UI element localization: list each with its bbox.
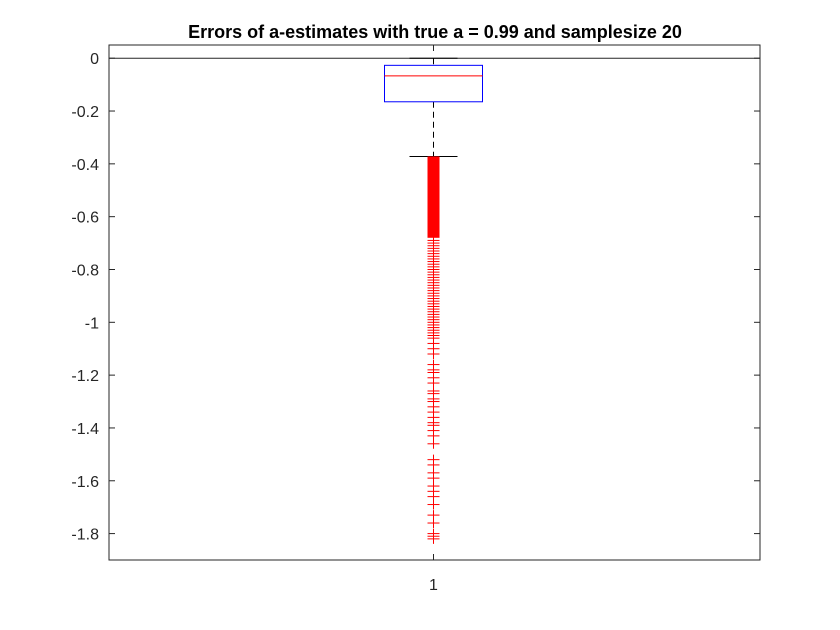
chart-title: Errors of a-estimates with true a = 0.99… — [188, 22, 682, 42]
plot-area — [108, 44, 761, 561]
y-tick-label: -1.8 — [71, 527, 99, 544]
y-tick-label: -1.2 — [71, 368, 99, 385]
iqr-box — [384, 64, 483, 103]
y-tick-label: -1.6 — [71, 474, 99, 491]
x-tick-label: 1 — [429, 577, 438, 594]
y-tick-label: -0.2 — [71, 104, 99, 121]
y-tick-label: -0.6 — [71, 210, 99, 227]
box-group — [384, 57, 483, 157]
y-tick-label: -1 — [85, 315, 99, 332]
x-axis: 1 — [429, 45, 438, 594]
y-tick-label: -0.4 — [71, 157, 99, 174]
outlier-group — [427, 156, 440, 544]
y-axis: 0 -0.2 -0.4 -0.6 -0.8 -1 -1.2 -1.4 -1.6 -1.8 — [71, 51, 760, 544]
y-tick-label: -0.8 — [71, 262, 99, 279]
y-tick-label: -1.4 — [71, 421, 99, 438]
y-tick-label: 0 — [90, 51, 99, 68]
outlier-dense-band — [427, 156, 440, 238]
